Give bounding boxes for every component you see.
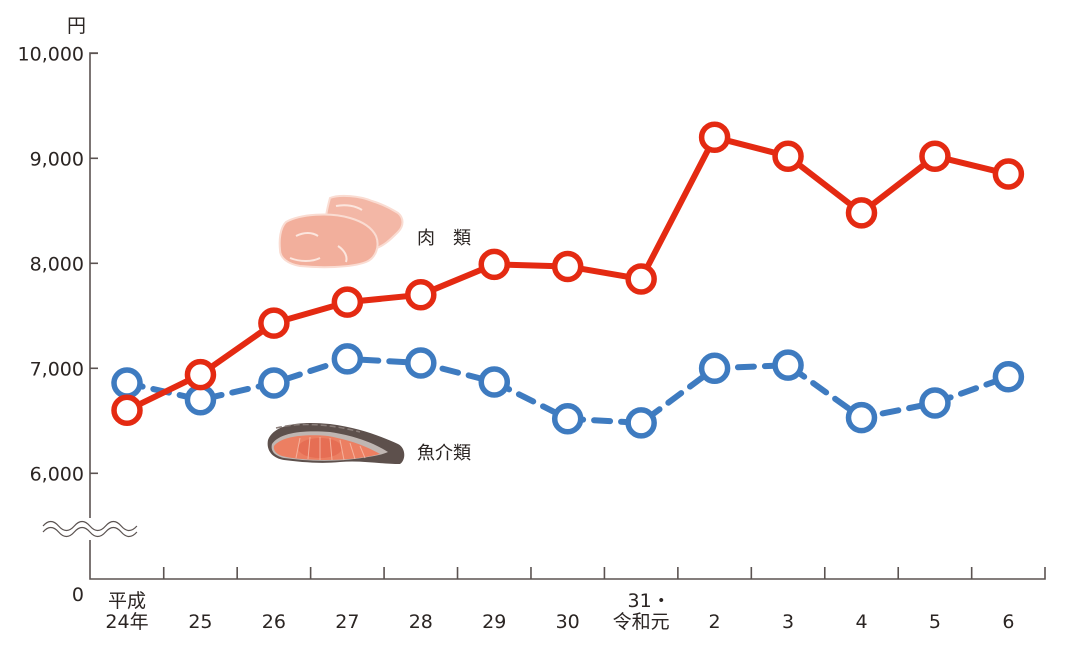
y-tick-label: 9,000 [30, 148, 84, 170]
meat-series-label: 肉 類 [417, 228, 471, 249]
y-axis-unit-label: 円 [67, 15, 86, 37]
data-point-marker [772, 349, 804, 381]
y-axis-ticks: 10,000 9,000 8,000 7,000 6,000 0 [18, 43, 98, 606]
data-point-marker [625, 263, 657, 295]
data-point-marker [992, 158, 1025, 190]
x-tick-label: 5 [929, 611, 941, 633]
axes [89, 52, 1046, 580]
data-point-marker [258, 367, 290, 399]
data-point-marker [772, 140, 804, 172]
x-tick-label: 2 [709, 611, 721, 633]
x-tick-label: 27 [335, 611, 359, 633]
axis-break-icon [40, 518, 140, 540]
x-tick-label: 令和元 [613, 611, 670, 633]
y-tick-label: 7,000 [30, 358, 84, 380]
data-point-marker [845, 401, 878, 434]
x-tick-label: 29 [482, 611, 506, 633]
data-point-marker [625, 407, 657, 439]
data-point-marker [405, 347, 437, 379]
data-point-marker [551, 250, 584, 283]
x-tick-label-line1: 平成 [108, 590, 146, 612]
data-point-marker [478, 248, 510, 281]
data-point-marker [111, 394, 143, 427]
y-tick-label: 10,000 [18, 43, 84, 65]
y-tick-label: 6,000 [30, 463, 84, 485]
x-tick-label: 6 [1002, 611, 1014, 633]
data-point-marker [992, 360, 1025, 393]
salmon-fillet-illustration-icon [267, 422, 405, 464]
y-tick-label: 8,000 [30, 253, 84, 275]
meat-illustration-icon [278, 194, 404, 269]
data-point-marker [184, 358, 217, 391]
x-tick-label: 28 [409, 611, 433, 633]
x-tick-label: 4 [855, 611, 867, 633]
x-tick-label: 24年 [105, 611, 148, 633]
data-point-marker [698, 352, 731, 385]
fish-series-label: 魚介類 [417, 443, 471, 464]
data-point-marker [331, 286, 364, 318]
data-point-marker [698, 121, 731, 154]
x-tick-label: 26 [262, 611, 286, 633]
y-tick-label: 0 [72, 584, 84, 606]
x-tick-label: 30 [556, 611, 580, 633]
meat-series-markers [111, 121, 1025, 427]
data-point-marker [919, 387, 951, 419]
data-point-marker [551, 402, 584, 435]
data-point-marker [405, 279, 437, 311]
x-tick-label: 25 [188, 611, 212, 633]
data-point-marker [184, 384, 217, 416]
data-point-marker [111, 367, 143, 399]
x-tick-label-line1: 31・ [628, 590, 671, 612]
data-point-marker [478, 366, 510, 398]
x-tick-label: 3 [782, 611, 794, 633]
data-point-marker [258, 307, 290, 339]
series-markers [111, 121, 1025, 439]
data-point-marker [331, 343, 364, 375]
data-point-marker [919, 140, 951, 172]
data-point-marker [845, 197, 878, 229]
